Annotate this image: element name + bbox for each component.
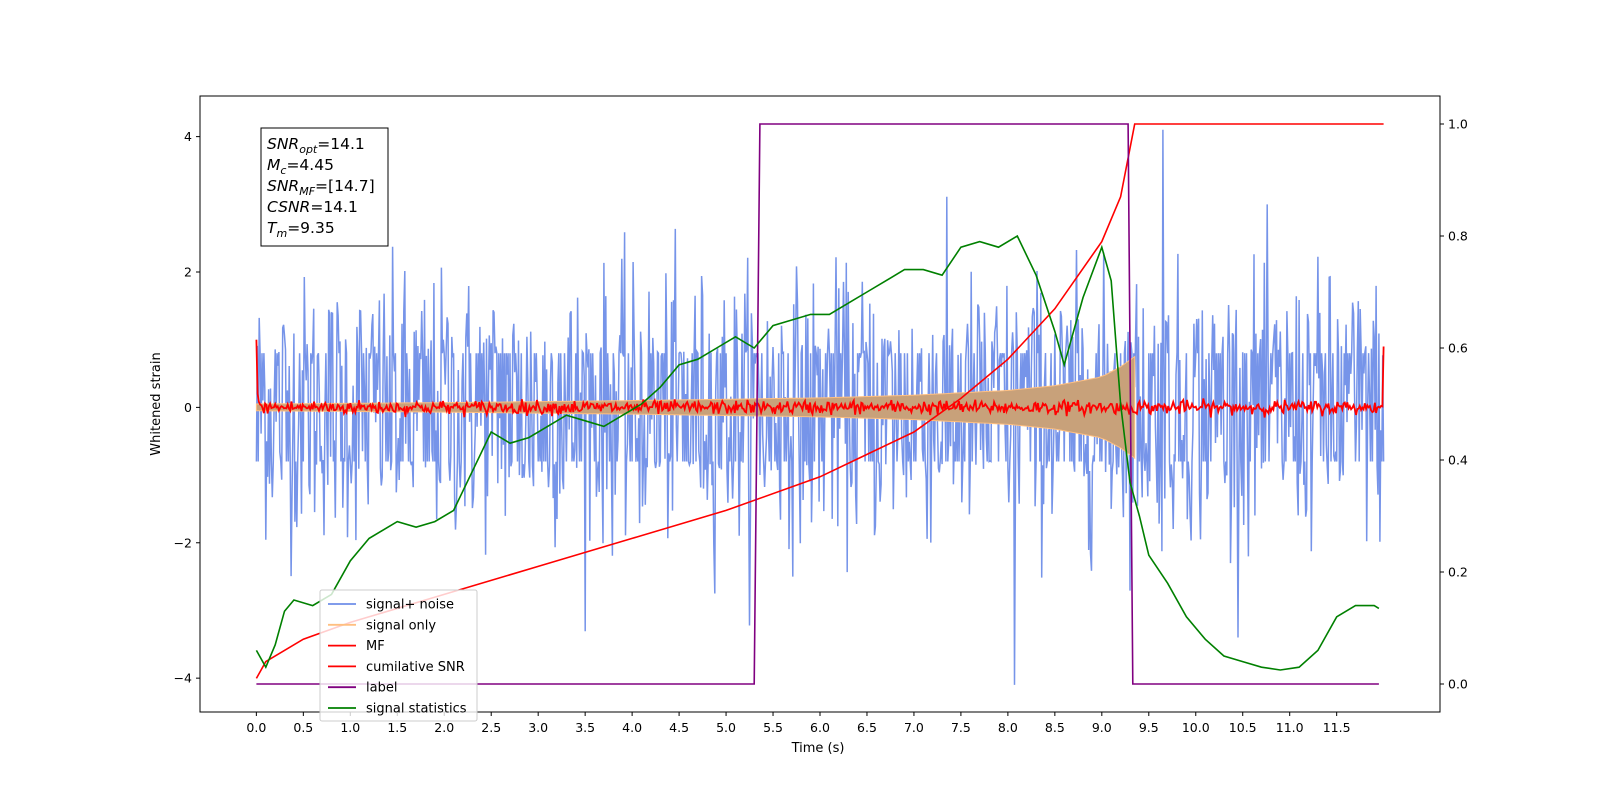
plot-area [255, 123, 1385, 685]
x-tick-label: 8.5 [1045, 720, 1065, 735]
series-signal-statistics-line [255, 234, 1380, 671]
series-signal-noise-line [255, 129, 1385, 685]
annotation-line: SNRopt=14.1 [267, 135, 365, 156]
y-left-tick-label: 2 [184, 265, 192, 280]
x-tick-label: 8.0 [998, 720, 1018, 735]
x-tick-label: 5.5 [763, 720, 783, 735]
y-left-tick-label: 4 [184, 129, 192, 144]
series-label-line [256, 123, 1379, 685]
x-axis: 0.0 0.5 1.0 1.5 2.0 2.5 3.0 3.5 4.0 4.5 5.0 5.5 6.0 6… [246, 712, 1351, 735]
x-tick-label: 3.5 [575, 720, 595, 735]
legend: signal+ noise signal only MF cumilative SNR… [319, 589, 478, 722]
x-tick-label: 1.0 [340, 720, 360, 735]
x-tick-label: 9.0 [1092, 720, 1112, 735]
y-right-tick-label: 0.2 [1448, 565, 1468, 580]
legend-frame [319, 589, 478, 722]
annotation-line: Mc=4.45 [267, 156, 334, 177]
y-right-tick-label: 1.0 [1448, 117, 1468, 132]
x-tick-label: 3.0 [528, 720, 548, 735]
legend-label: signal only [366, 618, 436, 633]
series-mf-line [255, 339, 1385, 419]
x-tick-label: 9.5 [1139, 720, 1159, 735]
x-tick-label: 7.5 [951, 720, 971, 735]
x-tick-label: 1.5 [387, 720, 407, 735]
annotation-line: CSNR=14.1 [267, 198, 358, 216]
x-tick-label: 10.0 [1182, 720, 1210, 735]
y-axis-left: 4 2 0 −2 −4 [174, 129, 200, 686]
x-tick-label: 11.5 [1323, 720, 1351, 735]
x-tick-label: 2.5 [481, 720, 501, 735]
y-axis-right: 1.0 0.8 0.6 0.4 0.2 0.0 [1440, 117, 1468, 692]
x-tick-label: 4.0 [622, 720, 642, 735]
legend-label: signal statistics [366, 702, 467, 717]
legend-label: label [366, 681, 397, 696]
y-right-tick-label: 0.4 [1448, 453, 1468, 468]
x-tick-label: 11.0 [1276, 720, 1304, 735]
legend-label: MF [366, 639, 385, 654]
x-tick-label: 6.0 [810, 720, 830, 735]
x-tick-label: 2.0 [434, 720, 454, 735]
legend-label: cumilative SNR [366, 660, 465, 675]
x-tick-label: 6.5 [857, 720, 877, 735]
legend-label: signal+ noise [366, 598, 454, 613]
annotation-line: SNRMF=[14.7] [267, 177, 375, 198]
y-right-tick-label: 0.8 [1448, 229, 1468, 244]
y-left-tick-label: −2 [174, 535, 192, 550]
y-axis-label: Whitened strain [149, 352, 164, 455]
x-tick-label: 7.0 [904, 720, 924, 735]
x-tick-label: 0.5 [293, 720, 313, 735]
y-left-tick-label: 0 [184, 400, 192, 415]
x-tick-label: 0.0 [246, 720, 266, 735]
y-left-tick-label: −4 [174, 671, 192, 686]
x-axis-label: Time (s) [791, 741, 845, 756]
annotation-frame [260, 127, 389, 247]
annotation-line: Tm=9.35 [267, 219, 335, 240]
x-tick-label: 10.5 [1229, 720, 1257, 735]
x-tick-label: 4.5 [669, 720, 689, 735]
y-right-tick-label: 0.6 [1448, 341, 1468, 356]
x-tick-label: 5.0 [716, 720, 736, 735]
y-right-tick-label: 0.0 [1448, 677, 1468, 692]
